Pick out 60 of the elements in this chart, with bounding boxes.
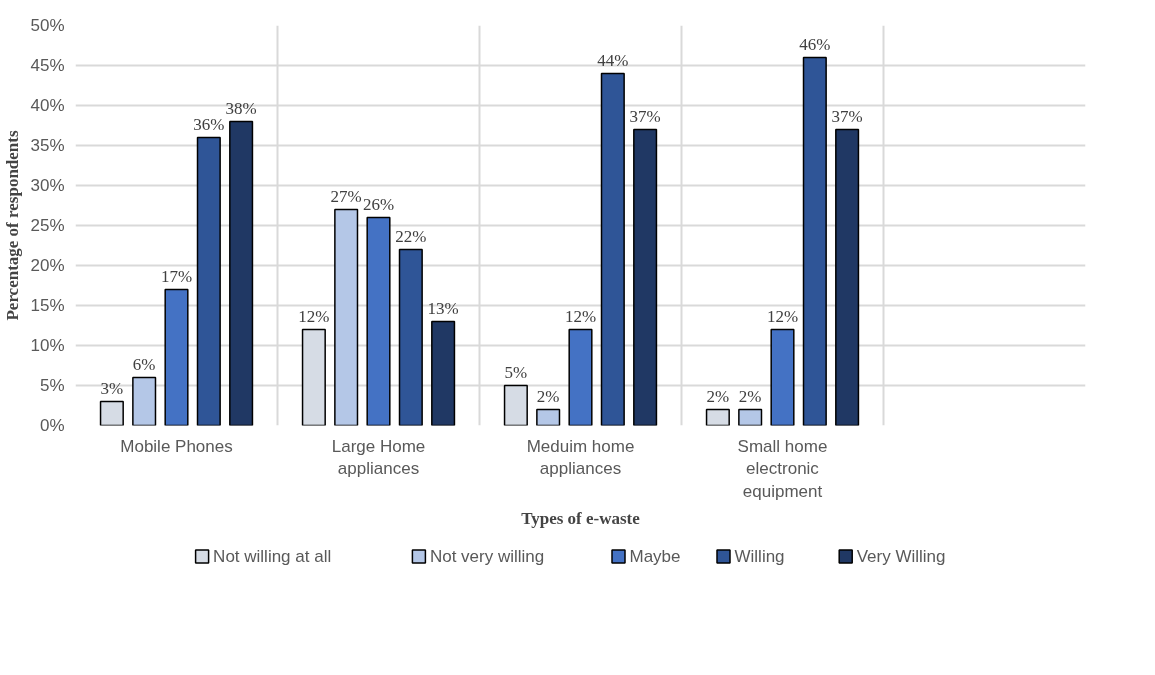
bar [600, 72, 625, 426]
y-tick-label: 10% [30, 336, 65, 355]
data-label: 2% [706, 386, 730, 406]
legend-label: Willing [734, 547, 785, 566]
bar [705, 408, 730, 426]
data-label: 17% [160, 266, 193, 286]
bar [835, 128, 860, 426]
bar [568, 328, 593, 426]
bar [536, 408, 561, 426]
bar [738, 408, 763, 426]
data-label: 12% [298, 306, 330, 326]
bar [802, 56, 827, 426]
x-tick-label: Meduim home appliances [526, 436, 635, 479]
legend-label: Not very willing [429, 547, 545, 566]
y-tick-label: 15% [30, 296, 65, 315]
x-tick-label: Mobile Phones [120, 436, 233, 456]
y-tick-label: 20% [30, 256, 65, 275]
legend-label: Maybe [629, 547, 681, 566]
bar [398, 248, 423, 426]
bar [99, 400, 124, 426]
data-label: 6% [132, 354, 156, 374]
bar [132, 376, 157, 426]
y-tick-label: 50% [30, 16, 65, 35]
x-tick-label: Small home electronic equipment [737, 436, 828, 502]
data-label: 22% [395, 226, 427, 246]
y-tick-label: 5% [39, 376, 65, 395]
y-axis-title: Percentage of respondents [3, 130, 23, 321]
y-tick-label: 25% [30, 216, 65, 235]
data-label: 26% [362, 194, 395, 214]
y-tick-label: 40% [30, 96, 65, 115]
data-label: 5% [504, 362, 528, 382]
x-tick-label: Large Home appliances [331, 436, 426, 479]
y-tick-label: 30% [30, 176, 65, 195]
bar [229, 120, 254, 426]
x-axis-title: Types of e-waste [521, 509, 641, 529]
data-label: 36% [193, 114, 225, 134]
legend-label: Very Willing [856, 547, 946, 566]
bar [334, 208, 359, 426]
bar [431, 320, 456, 426]
y-tick-label: 0% [39, 416, 65, 435]
bar [633, 128, 658, 426]
data-label: 37% [831, 106, 863, 126]
bar [196, 136, 221, 426]
data-label: 38% [225, 98, 257, 118]
y-tick-label: 45% [30, 56, 65, 75]
data-label: 37% [629, 106, 661, 126]
data-label: 44% [597, 50, 629, 70]
bar [770, 328, 795, 426]
bar [164, 288, 189, 426]
data-label: 13% [427, 298, 459, 318]
data-label: 12% [564, 306, 597, 326]
data-label: 3% [100, 378, 124, 398]
y-tick-label: 35% [30, 136, 65, 155]
data-label: 12% [766, 306, 799, 326]
data-label: 2% [738, 386, 762, 406]
legend-label: Not willing at all [213, 547, 332, 566]
bar [366, 216, 391, 426]
data-label: 46% [799, 34, 831, 54]
data-label: 27% [330, 186, 362, 206]
data-label: 2% [536, 386, 560, 406]
